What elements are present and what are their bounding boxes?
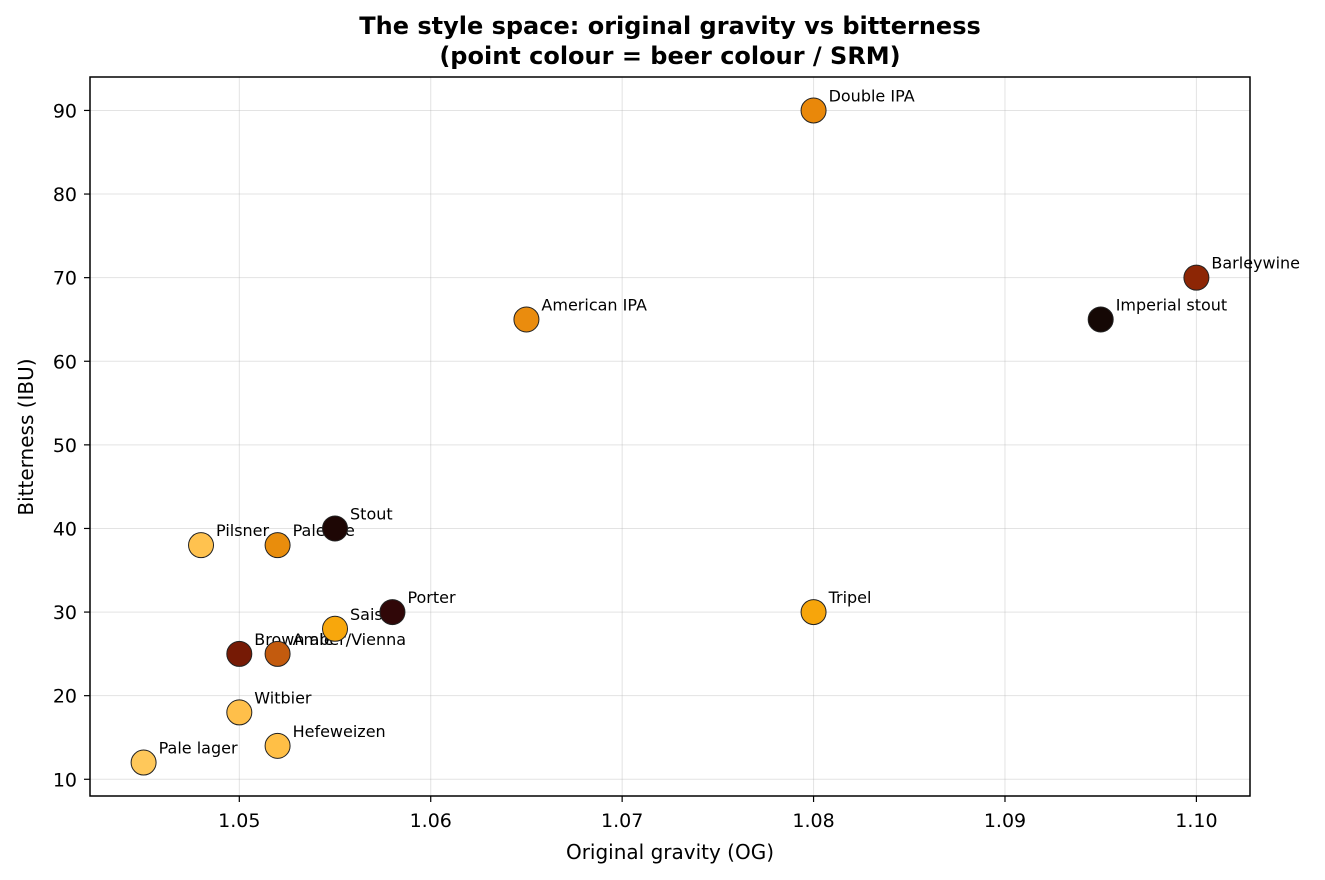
data-point [264, 640, 291, 667]
x-tick-label: 1.08 [792, 810, 834, 832]
data-point [188, 532, 215, 559]
y-axis-label: Bitterness (IBU) [14, 358, 38, 515]
data-point [322, 615, 349, 642]
data-point-label: Stout [350, 504, 393, 523]
y-tick-label: 90 [53, 100, 77, 122]
x-tick-label: 1.10 [1175, 810, 1217, 832]
data-point [226, 640, 253, 667]
data-point [1087, 306, 1114, 333]
y-tick-label: 30 [53, 602, 77, 624]
y-tick-label: 50 [53, 435, 77, 457]
data-point-label: Tripel [828, 588, 872, 607]
data-point-label: Pilsner [216, 521, 270, 540]
x-tick-label: 1.07 [601, 810, 643, 832]
x-tick-label: 1.05 [218, 810, 260, 832]
data-point [264, 732, 291, 759]
data-point [226, 699, 253, 726]
data-point-label: Barleywine [1211, 254, 1300, 273]
data-point-label: Amber/Vienna [293, 630, 406, 649]
x-tick-label: 1.09 [984, 810, 1026, 832]
y-tick-label: 20 [53, 686, 77, 708]
data-point-label: Double IPA [829, 86, 915, 105]
data-point-label: Porter [407, 588, 456, 607]
axis-ticks: 1.05 1.06 1.07 1.08 1.09 1.10 10 20 30 40 50 60 70 80… [53, 100, 1218, 832]
plot-frame [89, 76, 1251, 797]
data-point-label: Pale lager [159, 739, 238, 758]
grid-lines [90, 77, 1250, 796]
data-point-label: American IPA [541, 295, 647, 314]
y-tick-label: 80 [53, 184, 77, 206]
x-axis-label: Original gravity (OG) [566, 840, 774, 864]
data-point [1183, 264, 1210, 291]
data-point-label: Imperial stout [1116, 295, 1227, 314]
data-point [800, 599, 827, 626]
x-tick-label: 1.06 [410, 810, 452, 832]
data-point-label: Witbier [254, 688, 312, 707]
data-point [322, 515, 349, 542]
data-point-label: Hefeweizen [293, 722, 386, 741]
chart-title-line-2: (point colour = beer colour / SRM) [439, 42, 900, 70]
data-point [264, 532, 291, 559]
chart-title-line-1: The style space: original gravity vs bit… [359, 12, 981, 40]
data-point [800, 97, 827, 124]
data-point [130, 749, 157, 776]
data-point [513, 306, 540, 333]
y-tick-label: 10 [53, 769, 77, 791]
y-tick-label: 70 [53, 268, 77, 290]
data-point [379, 599, 406, 626]
y-tick-label: 60 [53, 351, 77, 373]
y-tick-label: 40 [53, 518, 77, 540]
